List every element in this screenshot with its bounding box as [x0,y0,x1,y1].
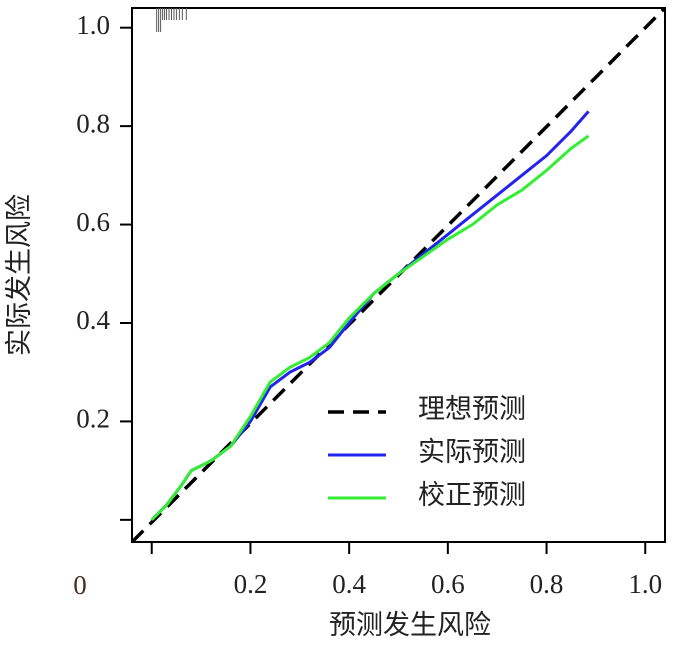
plot-frame [131,7,666,543]
x-tick-label: 1.0 [628,569,662,599]
legend-label: 实际预测 [418,437,526,467]
y-tick-label: 0.8 [76,108,110,138]
origin-label: 0 [73,570,87,600]
x-axis-label: 预测发生风险 [329,610,491,640]
y-axis-label: 实际发生风险 [4,194,34,356]
legend-label: 校正预测 [418,480,526,510]
legend-label: 理想预测 [418,394,526,424]
x-tick-label: 0.2 [234,569,268,599]
y-tick-label: 0.6 [76,207,110,237]
x-tick-label: 0.8 [530,569,564,599]
y-tick-label: 0.2 [76,404,110,434]
x-tick-label: 0.4 [332,569,366,599]
y-tick-label: 0.4 [76,305,110,335]
series-line [150,134,590,521]
y-tick-label: 1.0 [76,10,110,40]
x-tick-label: 0.6 [431,569,465,599]
